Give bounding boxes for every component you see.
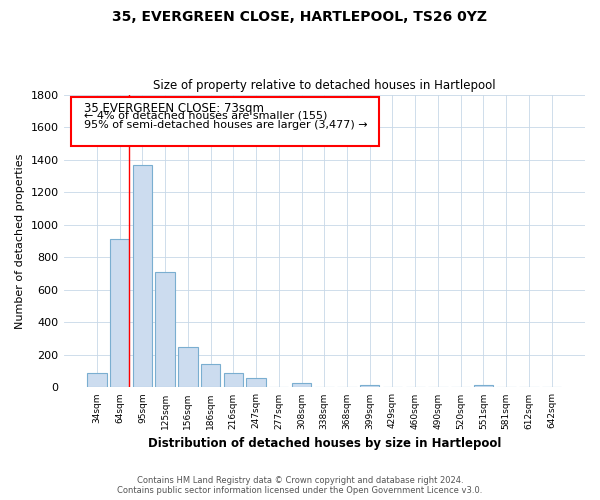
Bar bbox=[201, 364, 220, 388]
Bar bbox=[474, 385, 493, 388]
Text: ← 4% of detached houses are smaller (155): ← 4% of detached houses are smaller (155… bbox=[85, 110, 328, 120]
Text: 35 EVERGREEN CLOSE: 73sqm: 35 EVERGREEN CLOSE: 73sqm bbox=[85, 102, 265, 115]
Title: Size of property relative to detached houses in Hartlepool: Size of property relative to detached ho… bbox=[153, 79, 496, 92]
Text: 95% of semi-detached houses are larger (3,477) →: 95% of semi-detached houses are larger (… bbox=[85, 120, 368, 130]
Bar bbox=[87, 373, 107, 388]
Bar bbox=[224, 373, 243, 388]
X-axis label: Distribution of detached houses by size in Hartlepool: Distribution of detached houses by size … bbox=[148, 437, 501, 450]
Bar bbox=[292, 382, 311, 388]
Text: 35, EVERGREEN CLOSE, HARTLEPOOL, TS26 0YZ: 35, EVERGREEN CLOSE, HARTLEPOOL, TS26 0Y… bbox=[113, 10, 487, 24]
Bar bbox=[178, 347, 197, 388]
Bar bbox=[360, 385, 379, 388]
Bar bbox=[133, 164, 152, 388]
Bar bbox=[247, 378, 266, 388]
Y-axis label: Number of detached properties: Number of detached properties bbox=[15, 154, 25, 328]
Text: Contains HM Land Registry data © Crown copyright and database right 2024.
Contai: Contains HM Land Registry data © Crown c… bbox=[118, 476, 482, 495]
Bar bbox=[155, 272, 175, 388]
Bar bbox=[110, 240, 130, 388]
FancyBboxPatch shape bbox=[71, 98, 379, 146]
